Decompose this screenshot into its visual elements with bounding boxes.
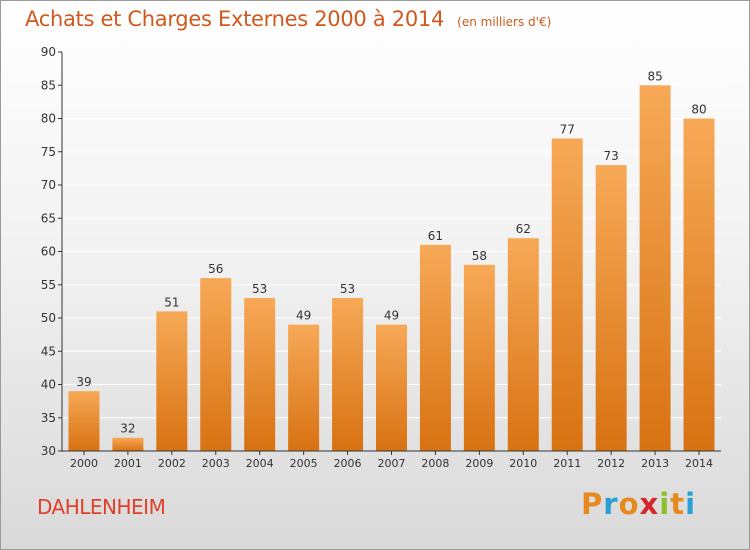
bar [419,244,451,451]
logo-letter: x [639,487,660,521]
logo-letter: t [670,487,686,521]
data-label: 61 [428,229,443,243]
logo-letter: P [581,487,604,521]
y-tick-label: 90 [41,45,56,59]
bar [200,278,232,451]
chart-title: Achats et Charges Externes 2000 à 2014 [25,7,445,31]
y-tick-label: 45 [41,344,56,358]
x-tick-label: 2007 [378,457,406,470]
bar [376,324,407,451]
chart-title-group: Achats et Charges Externes 2000 à 2014 (… [25,7,551,31]
data-label: 62 [516,222,531,236]
data-label: 53 [340,282,355,296]
bars [68,85,715,452]
y-tick-label: 60 [41,245,56,259]
data-label: 49 [384,309,399,323]
data-label: 32 [120,422,135,436]
y-tick-label: 55 [41,278,56,292]
bar [551,138,583,451]
data-label: 49 [296,309,311,323]
bar [463,264,495,451]
y-tick-label: 75 [41,145,56,159]
x-tick-label: 2000 [70,457,98,470]
x-tick-label: 2006 [334,457,362,470]
logo-letter: i [659,487,671,521]
x-tick-label: 2009 [465,457,493,470]
chart-subtitle: (en milliers d'€) [457,15,552,29]
x-tick-label: 2010 [509,457,537,470]
logo-letter: r [603,487,619,521]
bar [595,165,627,452]
bar [332,298,364,451]
data-label: 73 [604,149,619,163]
y-tick-label: 80 [41,112,56,126]
bar [156,311,188,451]
logo-letter: o [618,487,640,521]
x-tick-label: 2004 [246,457,274,470]
x-tick-label: 2012 [597,457,625,470]
bar [683,118,715,451]
logo-letter: i [685,487,697,521]
x-tick-label: 2014 [685,457,713,470]
y-tick-label: 85 [41,78,56,92]
bar [68,391,100,451]
x-tick-label: 2003 [202,457,230,470]
proxiti-logo: Proxiti [581,487,696,521]
y-tick-label: 40 [41,378,56,392]
labels: 30 35 40 45 50 55 60 65 70 75 80 85 90 39 2000 32 2001 51… [41,45,713,470]
data-label: 80 [691,103,706,117]
x-tick-label: 2002 [158,457,186,470]
axes [58,51,721,455]
y-tick-label: 70 [41,178,56,192]
data-label: 53 [252,282,267,296]
data-label: 77 [560,122,575,136]
x-tick-label: 2001 [114,457,142,470]
bar [507,238,539,451]
data-label: 85 [647,69,662,83]
data-label: 56 [208,262,223,276]
x-tick-label: 2011 [553,457,581,470]
data-label: 58 [472,249,487,263]
bar [639,85,671,451]
bar [244,298,276,451]
commune-name: DAHLENHEIM [37,495,166,519]
bar [288,324,320,451]
data-label: 39 [76,375,91,389]
bar [112,437,144,451]
x-tick-label: 2005 [290,457,318,470]
y-tick-label: 35 [41,411,56,425]
y-tick-label: 50 [41,311,56,325]
y-tick-label: 65 [41,211,56,225]
x-tick-label: 2008 [421,457,449,470]
y-tick-label: 30 [41,444,56,458]
x-tick-label: 2013 [641,457,669,470]
data-label: 51 [164,295,179,309]
